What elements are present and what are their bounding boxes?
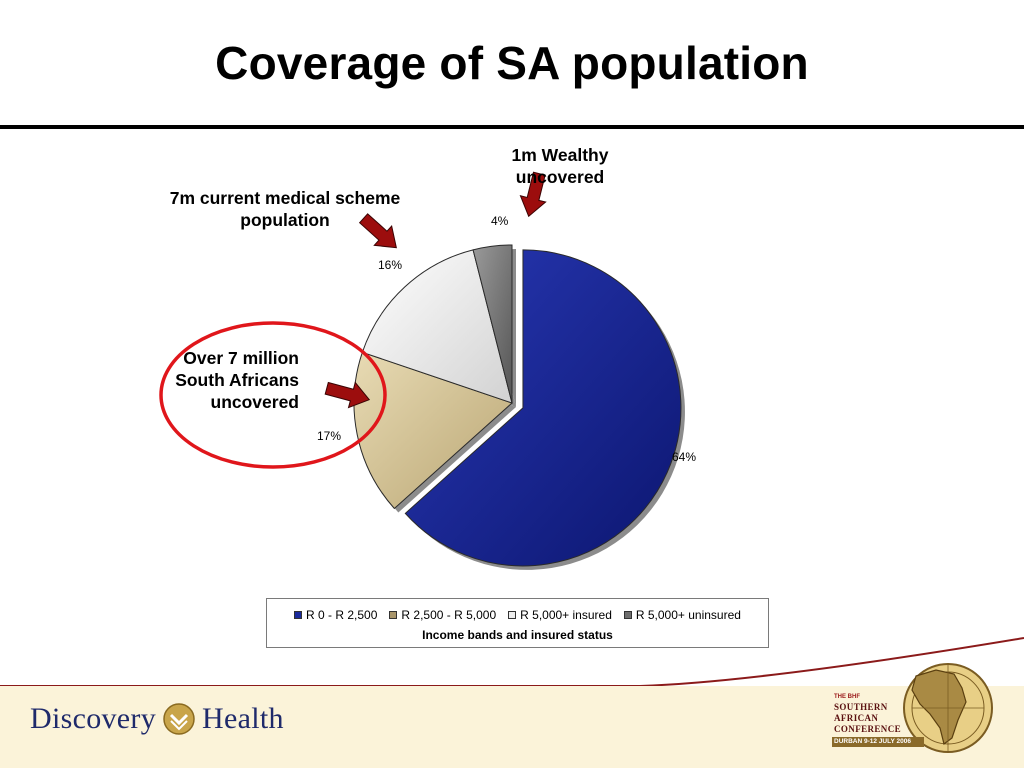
arrow-scheme <box>358 213 397 249</box>
conference-small-label: THE BHF <box>834 694 860 700</box>
slice-label-r0-r2500: 64% <box>672 450 697 464</box>
highlight-oval <box>159 321 387 469</box>
legend-label-r5000-insured: R 5,000+ insured <box>520 608 612 622</box>
conference-globe-icon <box>903 663 993 753</box>
legend-swatch-r2500-r5000 <box>389 611 398 619</box>
annotation-uncovered: Over 7 million South Africans uncovered <box>175 348 299 412</box>
arrow-wealthy <box>519 171 547 218</box>
annotation-wealthy-uncovered: 1m Wealthy uncovered <box>511 145 609 187</box>
legend-label-r5000-uninsured: R 5,000+ uninsured <box>635 608 741 622</box>
title-divider <box>0 125 1024 129</box>
footer-swoosh <box>0 637 1024 687</box>
logo-word-health: Health <box>202 702 284 735</box>
logo-word-discovery: Discovery <box>30 702 156 735</box>
slice-label-r5000-uninsured: 4% <box>491 214 509 228</box>
annotation-medical-scheme: 7m current medical scheme population <box>169 188 401 230</box>
conference-line-2: AFRICAN <box>834 713 879 723</box>
legend-item-r5000-uninsured: R 5,000+ uninsured <box>623 608 741 622</box>
slice-label-r2500-r5000: 17% <box>317 429 342 443</box>
legend-title: Income bands and insured status <box>422 628 613 642</box>
logo-emblem-icon <box>163 703 195 735</box>
pie-slice-r2500-r5000 <box>353 351 513 510</box>
legend-swatch-r5000-uninsured <box>623 611 632 619</box>
conference-date-banner: DURBAN 9-12 JULY 2006 <box>832 737 924 747</box>
chart-legend: R 0 - R 2,500 R 2,500 - R 5,000 R 5,000+… <box>266 598 769 648</box>
legend-entries: R 0 - R 2,500 R 2,500 - R 5,000 R 5,000+… <box>267 608 768 622</box>
conference-line-1: SOUTHERN <box>834 702 888 712</box>
legend-item-r2500-r5000: R 2,500 - R 5,000 <box>389 608 496 622</box>
legend-label-r0-r2500: R 0 - R 2,500 <box>306 608 378 622</box>
slice-label-r5000-insured: 16% <box>378 258 403 272</box>
arrow-uncovered <box>324 381 371 409</box>
legend-item-r5000-insured: R 5,000+ insured <box>508 608 612 622</box>
conference-line-3: CONFERENCE <box>834 724 902 734</box>
legend-swatch-r0-r2500 <box>294 611 303 619</box>
legend-swatch-r5000-insured <box>508 611 517 619</box>
pie-slice-r5000-uninsured <box>472 244 513 404</box>
legend-item-r0-r2500: R 0 - R 2,500 <box>294 608 377 622</box>
slide-title: Coverage of SA population <box>215 37 809 89</box>
legend-label-r2500-r5000: R 2,500 - R 5,000 <box>401 608 497 622</box>
discovery-health-logo: Discovery Health <box>30 702 284 736</box>
pie-slice-r0-r2500 <box>404 249 682 567</box>
pie-slice-r5000-insured <box>361 249 513 404</box>
